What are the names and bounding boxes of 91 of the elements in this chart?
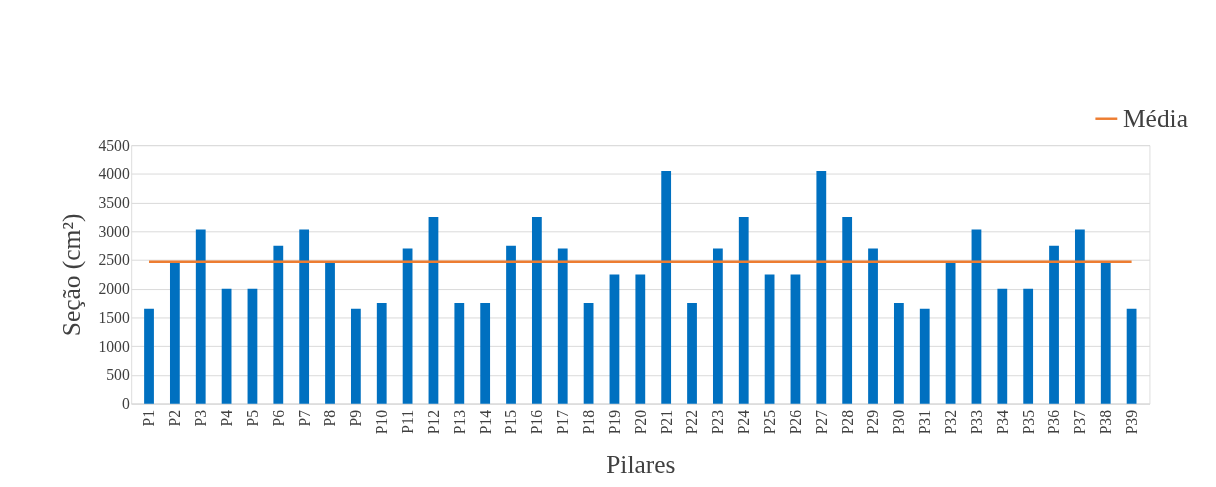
x-tick-label: P23 xyxy=(709,409,727,435)
bar xyxy=(635,274,646,404)
x-tick-label: P18 xyxy=(579,409,597,435)
bar xyxy=(868,248,878,404)
bar xyxy=(1100,262,1111,404)
bar xyxy=(842,216,853,404)
bar xyxy=(299,229,310,404)
bar xyxy=(506,245,516,404)
x-tick-label: P22 xyxy=(683,409,701,435)
legend-label: Média xyxy=(1122,103,1188,133)
x-tick-label: P29 xyxy=(864,409,882,435)
x-tick-label: P13 xyxy=(450,409,468,435)
x-tick-label: P3 xyxy=(192,409,210,427)
x-tick-label: P16 xyxy=(528,409,546,435)
bar xyxy=(764,274,775,404)
bar xyxy=(350,308,361,404)
bar xyxy=(816,171,827,404)
bar xyxy=(454,303,465,404)
x-tick-label: P33 xyxy=(967,409,985,435)
bar xyxy=(531,216,542,404)
bar xyxy=(195,229,206,404)
x-tick-label: P17 xyxy=(554,409,572,435)
bar xyxy=(247,288,258,404)
bar xyxy=(919,308,930,404)
bar xyxy=(687,303,697,404)
x-tick-label: P2 xyxy=(166,409,184,427)
x-tick-label: P30 xyxy=(890,409,908,435)
bar xyxy=(583,303,594,404)
bar xyxy=(1023,288,1034,404)
x-tick-label: P28 xyxy=(838,409,856,435)
bar xyxy=(402,248,413,404)
y-tick-label: 3500 xyxy=(98,193,130,211)
y-tick-label: 3000 xyxy=(98,222,130,240)
x-tick-label: P14 xyxy=(476,409,494,435)
x-tick-label: P27 xyxy=(812,409,830,435)
x-tick-label: P11 xyxy=(398,409,416,434)
x-tick-label: P20 xyxy=(631,409,649,435)
x-tick-label: P24 xyxy=(735,409,753,435)
bar xyxy=(661,171,672,404)
bar xyxy=(609,274,620,404)
y-tick-label: 4500 xyxy=(98,136,130,154)
y-tick-label: 1000 xyxy=(98,337,130,355)
x-tick-label: P15 xyxy=(502,409,520,435)
bar xyxy=(144,308,154,404)
bar xyxy=(169,262,180,404)
x-tick-label: P25 xyxy=(760,409,778,435)
bar xyxy=(945,262,956,404)
x-tick-label: P32 xyxy=(941,409,959,435)
bar xyxy=(712,248,723,404)
bar xyxy=(273,245,284,404)
bar xyxy=(221,288,232,404)
bar xyxy=(557,248,568,404)
x-axis-title: Pilares xyxy=(606,449,676,479)
bar xyxy=(1049,245,1059,404)
x-tick-label: P6 xyxy=(269,409,287,427)
x-tick-label: P12 xyxy=(424,409,442,435)
bar xyxy=(971,229,982,404)
y-tick-label: 1500 xyxy=(98,308,130,326)
y-tick-label: 2500 xyxy=(98,251,130,269)
x-tick-label: P19 xyxy=(605,409,623,435)
x-tick-label: P10 xyxy=(373,409,391,435)
x-tick-label: P35 xyxy=(1019,409,1037,435)
x-tick-label: P4 xyxy=(217,409,235,427)
bar xyxy=(428,216,439,404)
bar xyxy=(738,216,749,404)
x-tick-label: P34 xyxy=(993,409,1011,435)
x-tick-label: P1 xyxy=(140,409,158,427)
x-tick-label: P7 xyxy=(295,409,313,427)
bar xyxy=(893,303,904,404)
x-tick-label: P38 xyxy=(1097,409,1115,435)
bar xyxy=(790,274,801,404)
y-tick-label: 2000 xyxy=(98,280,130,298)
bar xyxy=(480,303,491,404)
x-tick-label: P36 xyxy=(1045,409,1063,435)
x-tick-label: P31 xyxy=(916,409,934,435)
x-tick-label: P26 xyxy=(786,409,804,435)
bar xyxy=(376,303,387,404)
x-tick-label: P8 xyxy=(321,409,339,427)
y-axis-title: Seção (cm²) xyxy=(56,213,86,337)
y-tick-label: 0 xyxy=(121,395,130,413)
bar xyxy=(1126,308,1137,404)
x-tick-label: P21 xyxy=(657,409,675,435)
x-tick-label: P5 xyxy=(243,409,261,427)
bar xyxy=(997,288,1008,404)
bar xyxy=(325,262,335,404)
x-tick-label: P37 xyxy=(1071,409,1089,435)
x-tick-label: P9 xyxy=(347,409,365,427)
x-tick-label: P39 xyxy=(1122,409,1140,435)
bar xyxy=(1074,229,1085,404)
y-tick-label: 4000 xyxy=(98,165,130,183)
y-tick-label: 500 xyxy=(106,366,130,384)
